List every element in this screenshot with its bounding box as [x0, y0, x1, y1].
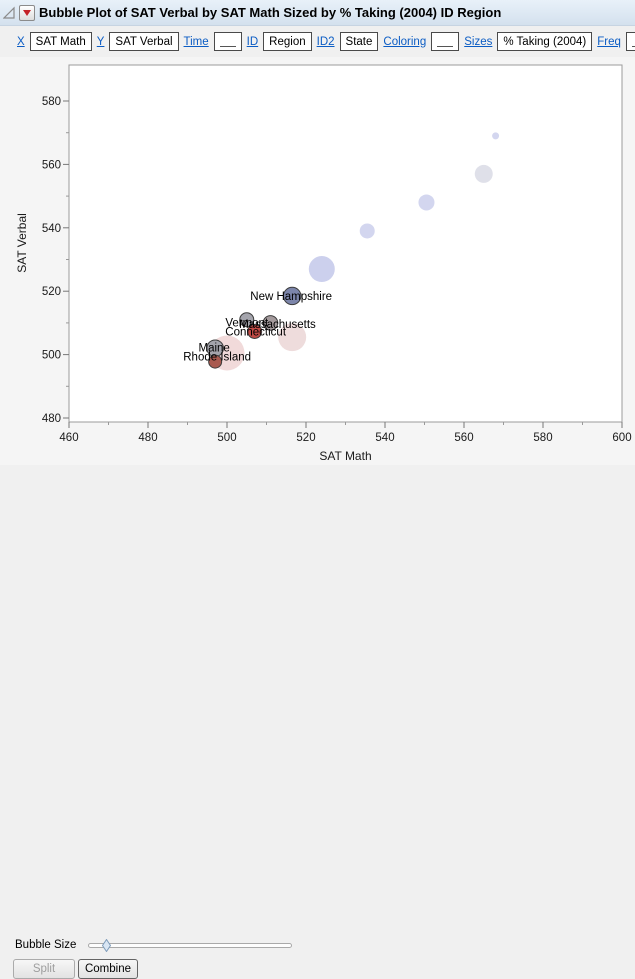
bubble-label-vermont: Vermont [225, 318, 269, 330]
role-link-coloring[interactable]: Coloring [383, 35, 427, 48]
report-title-bar: Bubble Plot of SAT Verbal by SAT Math Si… [0, 0, 635, 26]
state-bubble-vermont[interactable] [239, 312, 255, 328]
bubble-size-label: Bubble Size [15, 939, 77, 951]
x-axis-title: SAT Math [319, 449, 371, 463]
role-link-id[interactable]: ID [246, 35, 259, 48]
y-axis-tick-label: 500 [42, 350, 61, 362]
bubble-plot-chart: 460 480 500 520 540 560 580 600 480 500 520 540 560 5… [15, 64, 632, 463]
role-box-freq[interactable] [625, 32, 635, 51]
role-box-id2[interactable]: State [339, 32, 379, 51]
role-box-time[interactable] [213, 32, 242, 51]
bubble-label-massachusetts: Massachusetts [239, 319, 316, 331]
x-axis-tick-label: 560 [454, 432, 473, 444]
empty-field-line [631, 46, 635, 47]
y-axis-tick-label: 520 [42, 286, 61, 298]
x-axis-tick-label: 580 [533, 432, 552, 444]
bubble-size-slider-track[interactable] [88, 943, 292, 948]
bubble-label-new-hampshire: New Hampshire [250, 291, 332, 303]
y-axis-title: SAT Verbal [15, 213, 29, 273]
disclosure-triangle-icon[interactable] [3, 6, 16, 20]
x-axis-tick-label: 520 [296, 432, 315, 444]
state-bubble-rhode-island[interactable] [208, 354, 223, 369]
empty-field-line [437, 46, 454, 47]
role-box-coloring[interactable] [431, 32, 460, 51]
role-box-sizes[interactable]: % Taking (2004) [497, 32, 593, 51]
role-link-y[interactable]: Y [96, 35, 105, 48]
role-link-time[interactable]: Time [183, 35, 209, 48]
state-bubble-new-hampshire[interactable] [282, 286, 302, 306]
state-bubble-massachusetts[interactable] [262, 315, 279, 331]
red-triangle-icon [23, 9, 31, 16]
role-box-x[interactable]: SAT Math [29, 32, 92, 51]
role-assignment-bar: X SAT Math Y SAT Verbal Time ID Region ID2 State… [0, 26, 635, 57]
plot-frame [68, 64, 623, 423]
empty-field-line [219, 46, 236, 47]
x-axis-tick-label: 540 [375, 432, 394, 444]
bubble-size-slider-thumb[interactable] [101, 939, 111, 952]
combine-button[interactable]: Combine [78, 959, 138, 979]
bubble-label-connecticut: Connecticut [225, 326, 287, 338]
x-axis-tick-label: 600 [612, 432, 631, 444]
x-axis-tick-label: 480 [138, 432, 157, 444]
role-link-x[interactable]: X [17, 35, 25, 48]
state-bubble-connecticut[interactable] [247, 323, 263, 339]
y-axis-tick-label: 560 [42, 159, 61, 171]
split-button: Split [13, 959, 75, 979]
region-bubble[interactable] [418, 194, 435, 211]
x-axis-tick-label: 460 [59, 432, 78, 444]
role-link-sizes[interactable]: Sizes [464, 35, 493, 48]
x-axis-tick-label: 500 [217, 432, 236, 444]
red-triangle-menu-button[interactable] [19, 4, 35, 21]
role-link-freq[interactable]: Freq [597, 35, 621, 48]
role-box-id[interactable]: Region [263, 32, 312, 51]
region-bubble[interactable] [278, 323, 307, 352]
region-bubble[interactable] [474, 164, 493, 183]
report-title: Bubble Plot of SAT Verbal by SAT Math Si… [39, 5, 502, 20]
region-bubble[interactable] [359, 223, 375, 239]
bubble-label-maine: Maine [198, 342, 229, 354]
y-axis-tick-label: 480 [42, 413, 61, 425]
role-link-id2[interactable]: ID2 [316, 35, 335, 48]
bubble-controls: Bubble Size Split Combine [0, 465, 635, 979]
y-axis-tick-label: 540 [42, 223, 61, 235]
bubble-label-rhode-island: Rhode Island [183, 352, 251, 364]
region-bubble[interactable] [308, 256, 335, 283]
y-axis-tick-label: 580 [42, 96, 61, 108]
role-box-y[interactable]: SAT Verbal [109, 32, 179, 51]
region-bubble[interactable] [492, 132, 500, 140]
